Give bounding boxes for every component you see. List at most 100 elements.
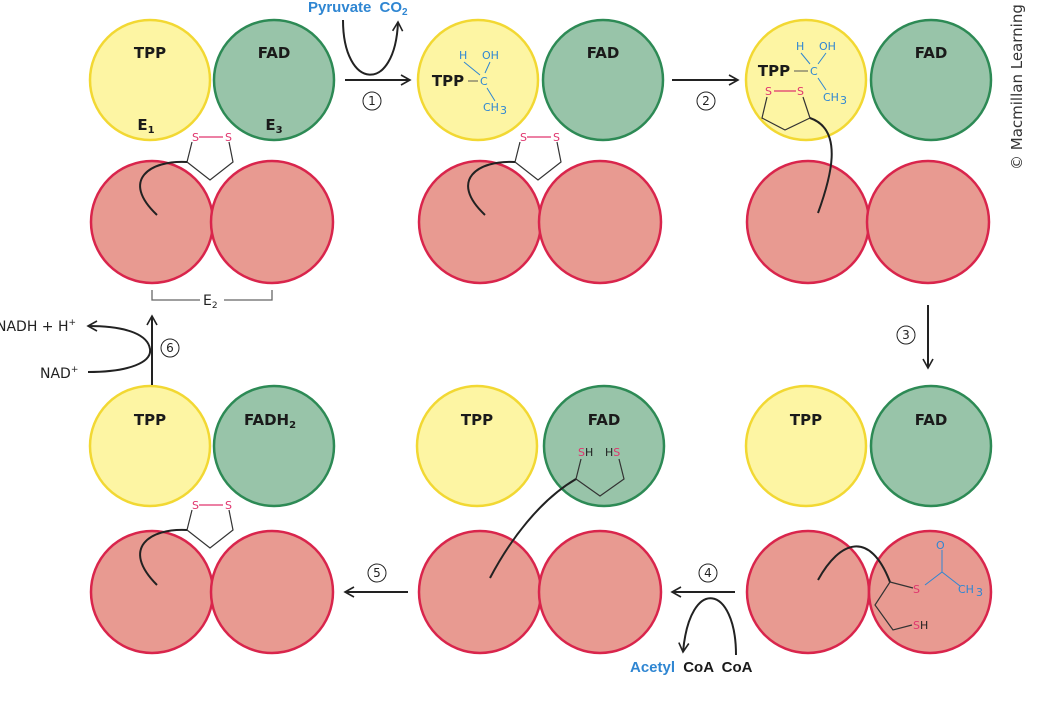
e2-subunit-left (745, 529, 871, 655)
tpp-label: TPP (461, 411, 493, 429)
step-number-badge (362, 91, 382, 111)
svg-text:CH: CH (483, 101, 499, 114)
panel-reduced-lipoamide: TPP FAD SH HS (415, 384, 666, 655)
e1-tpp-circle (88, 18, 212, 142)
step-3-release: 3 (896, 305, 934, 370)
svg-text:3: 3 (976, 586, 983, 599)
thiol-label: SH (913, 619, 928, 632)
e1-tpp-circle (416, 18, 540, 142)
svg-text:3: 3 (840, 94, 847, 107)
svg-text:C: C (480, 75, 488, 88)
tpp-label: TPP (758, 62, 790, 80)
e3-fad-circle (212, 18, 336, 142)
svg-text:S: S (192, 131, 199, 144)
e1-tpp-circle (88, 384, 212, 508)
fadh2-label: FADH2 (244, 411, 296, 431)
fad-label: FAD (915, 44, 948, 62)
fad-label: FAD (258, 44, 291, 62)
e2-subunit-right (209, 529, 335, 655)
panel-hydroxyethyl-tpp: FAD TPP C H OH CH 3 S S (416, 18, 665, 285)
svg-text:SH: SH (578, 446, 593, 459)
step-1-decarboxylation: Pyruvate CO2 1 (308, 0, 412, 111)
coa-input-label: CoA (722, 659, 753, 676)
svg-text:S: S (520, 131, 527, 144)
e3-label: E3 (265, 116, 282, 136)
svg-text:OH: OH (819, 40, 836, 53)
e1-label: E1 (137, 116, 154, 136)
e3-fad-circle (869, 18, 993, 142)
e2-subunit-left (417, 159, 543, 285)
svg-text:S: S (797, 85, 804, 98)
svg-text:S: S (225, 131, 232, 144)
e2-subunit-left (745, 159, 871, 285)
step-4-substrates: Acetyl CoA CoA (630, 659, 753, 676)
step-6-nad-reduction: 6 NADH + H+ NAD+ (0, 314, 180, 385)
panel-acetyl-lipoamide: TPP FAD S O CH 3 SH (744, 384, 993, 655)
tpp-label: TPP (134, 44, 166, 62)
e2-subunit-left (89, 159, 215, 285)
panel-lipoamide-attack: FAD TPP C H OH CH 3 S S (744, 18, 993, 285)
svg-text:TPP: TPP (432, 72, 464, 90)
lipoamide-disulfide: S S (139, 131, 234, 216)
svg-text:H: H (796, 40, 804, 53)
coa-product-label: CoA (683, 659, 714, 676)
svg-text:C: C (810, 65, 818, 78)
lipoyl-arm (817, 545, 891, 583)
svg-text:O: O (936, 539, 945, 552)
e2-subunit-left (417, 529, 543, 655)
svg-text:3: 3 (902, 328, 910, 342)
svg-text:2: 2 (702, 94, 710, 108)
svg-text:CH: CH (823, 91, 839, 104)
nadh-label: NADH + H+ (0, 318, 76, 335)
svg-text:CH: CH (958, 583, 974, 596)
copyright-text: © Macmillan Learning (1008, 4, 1026, 170)
panel-fadh2: TPP FADH2 S S (88, 384, 336, 655)
panel-initial-state: TPP FAD E1 E3 S S E2 (88, 18, 336, 311)
step-number: 1 (368, 94, 376, 108)
e1-tpp-circle (744, 384, 868, 508)
e3-fad-circle (541, 18, 665, 142)
e2-subunit-left (89, 529, 215, 655)
e3-fadh2-circle (212, 384, 336, 508)
lipoyl-arm (809, 117, 833, 214)
svg-text:6: 6 (166, 341, 174, 355)
lipoyl-arm (467, 160, 516, 216)
e2-subunit-right (865, 159, 991, 285)
svg-text:OH: OH (482, 49, 499, 62)
acetyl-label: Acetyl (630, 659, 675, 676)
e1-tpp-circle (415, 384, 539, 508)
tpp-label: TPP (134, 411, 166, 429)
svg-text:S: S (553, 131, 560, 144)
e2-subunit-right (537, 159, 663, 285)
fad-label: FAD (587, 44, 620, 62)
svg-text:S: S (913, 583, 920, 596)
svg-text:H: H (459, 49, 467, 62)
fad-label: FAD (588, 411, 621, 429)
svg-text:3: 3 (500, 104, 507, 117)
e2-subunit-right (209, 159, 335, 285)
lipoyl-arm (489, 478, 577, 579)
co2-subscript: 2 (402, 7, 408, 18)
nad-label: NAD+ (40, 365, 78, 382)
pyruvate-label: Pyruvate (308, 0, 371, 16)
step-1-substrates: Pyruvate CO2 (308, 0, 408, 18)
e3-fad-circle (542, 384, 666, 508)
svg-text:HS: HS (605, 446, 620, 459)
co2-label: CO (380, 0, 403, 16)
svg-text:S: S (765, 85, 772, 98)
e2-bracket: E2 (151, 290, 273, 311)
step-4-acetyl-transfer: 4 Acetyl CoA CoA (630, 563, 753, 676)
svg-text:S: S (192, 499, 199, 512)
lipoyl-arm (139, 528, 188, 586)
e3-fad-circle (869, 384, 993, 508)
e2-subunit-right (537, 529, 663, 655)
svg-text:5: 5 (373, 566, 381, 580)
e2-subunit-right (867, 529, 993, 655)
fad-label: FAD (915, 411, 948, 429)
hydroxyethyl-tpp: TPP C H OH CH 3 (432, 49, 507, 117)
e2-label: E2 (203, 293, 218, 311)
step-2-transfer: 2 (672, 74, 740, 111)
tpp-label: TPP (790, 411, 822, 429)
svg-text:S: S (225, 499, 232, 512)
